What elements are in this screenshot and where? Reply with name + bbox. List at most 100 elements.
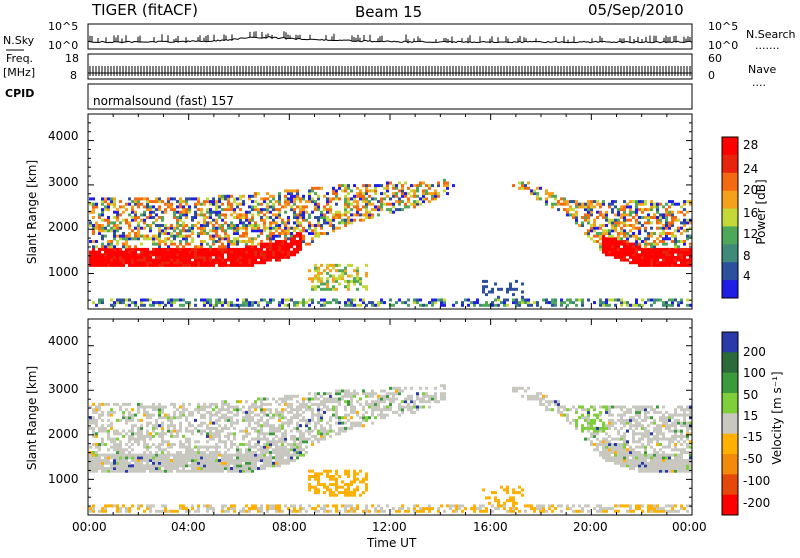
range-cell [251,253,254,256]
range-cell [182,261,185,264]
range-cell [227,301,230,304]
range-cell [188,403,191,406]
range-cell [317,272,320,275]
range-cell [209,256,212,259]
range-cell [596,216,599,219]
range-cell [200,203,203,206]
range-cell [380,400,383,403]
range-cell [167,203,170,206]
range-cell [110,221,113,224]
range-cell [245,264,248,267]
range-cell [545,203,548,206]
range-cell [92,229,95,232]
range-cell [179,205,182,208]
range-cell [170,446,173,449]
range-cell [266,504,269,507]
range-cell [245,454,248,457]
range-cell [149,208,152,211]
range-cell [188,464,191,467]
range-cell [305,419,308,422]
range-cell [395,411,398,414]
range-cell [116,240,119,243]
range-cell [392,203,395,206]
range-cell [293,454,296,457]
range-cell [173,301,176,304]
range-cell [260,438,263,441]
range-cell [299,235,302,238]
range-cell [551,400,554,403]
range-cell [113,504,116,507]
range-cell [632,253,635,256]
range-cell [380,398,383,401]
range-cell [152,304,155,307]
range-cell [233,504,236,507]
range-cell [215,451,218,454]
range-cell [281,454,284,457]
range-cell [365,189,368,192]
range-cell [371,414,374,417]
range-cell [188,414,191,417]
range-cell [392,195,395,198]
range-cell [134,197,137,200]
range-cell [683,259,686,262]
range-cell [311,408,314,411]
range-cell [116,248,119,251]
range-cell [263,403,266,406]
range-cell [272,507,275,510]
range-cell [299,435,302,438]
range-cell [104,264,107,267]
range-cell [197,248,200,251]
range-cell [266,192,269,195]
range-cell [89,454,92,457]
range-cell [161,456,164,459]
range-cell [404,203,407,206]
range-cell [290,200,293,203]
range-cell [293,510,296,513]
range-cell [158,448,161,451]
range-cell [167,259,170,262]
range-cell [125,256,128,259]
range-cell [158,454,161,457]
range-cell [422,406,425,409]
range-cell [212,224,215,227]
range-cell [221,459,224,462]
range-cell [272,456,275,459]
range-cell [191,462,194,465]
range-cell [347,219,350,222]
range-cell [656,259,659,262]
range-cell [296,205,299,208]
range-cell [161,301,164,304]
range-cell [659,248,662,251]
range-cell [320,483,323,486]
range-cell [260,208,263,211]
range-cell [377,408,380,411]
range-cell [269,454,272,457]
range-cell [248,256,251,259]
range-cell [200,416,203,419]
range-cell [281,301,284,304]
range-cell [314,427,317,430]
range-cell [293,211,296,214]
range-cell [110,264,113,267]
range-cell [620,232,623,235]
range-cell [146,205,149,208]
range-cell [236,259,239,262]
range-cell [293,395,296,398]
range-cell [185,430,188,433]
range-cell [536,392,539,395]
range-cell [290,435,293,438]
range-cell [146,422,149,425]
range-cell [230,424,233,427]
range-cell [536,195,539,198]
range-cell [260,510,263,513]
range-cell [392,205,395,208]
range-cell [212,261,215,264]
range-cell [275,462,278,465]
range-cell [245,219,248,222]
range-cell [98,213,101,216]
range-cell [119,467,122,470]
range-cell [377,301,380,304]
range-cell [167,419,170,422]
range-cell [188,456,191,459]
range-cell [125,237,128,240]
